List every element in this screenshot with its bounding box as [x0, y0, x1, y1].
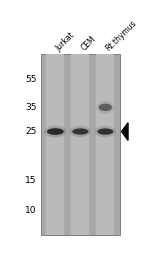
- Text: Rt.thymus: Rt.thymus: [104, 18, 139, 53]
- Ellipse shape: [44, 126, 66, 138]
- Text: 35: 35: [25, 103, 37, 112]
- Bar: [96, 54, 114, 235]
- Ellipse shape: [99, 104, 112, 111]
- Ellipse shape: [47, 128, 64, 135]
- Text: Jurkat: Jurkat: [54, 30, 76, 53]
- Ellipse shape: [97, 128, 113, 135]
- Text: 25: 25: [25, 127, 37, 136]
- Ellipse shape: [70, 126, 91, 137]
- Text: CEM: CEM: [79, 35, 97, 53]
- Bar: [71, 54, 89, 235]
- Text: 55: 55: [25, 75, 37, 84]
- Text: 15: 15: [25, 176, 37, 185]
- Text: 10: 10: [25, 206, 37, 215]
- Ellipse shape: [97, 101, 114, 114]
- Bar: [46, 54, 64, 235]
- Ellipse shape: [95, 126, 116, 137]
- Bar: [41, 54, 120, 235]
- Polygon shape: [122, 123, 128, 140]
- Ellipse shape: [72, 128, 88, 135]
